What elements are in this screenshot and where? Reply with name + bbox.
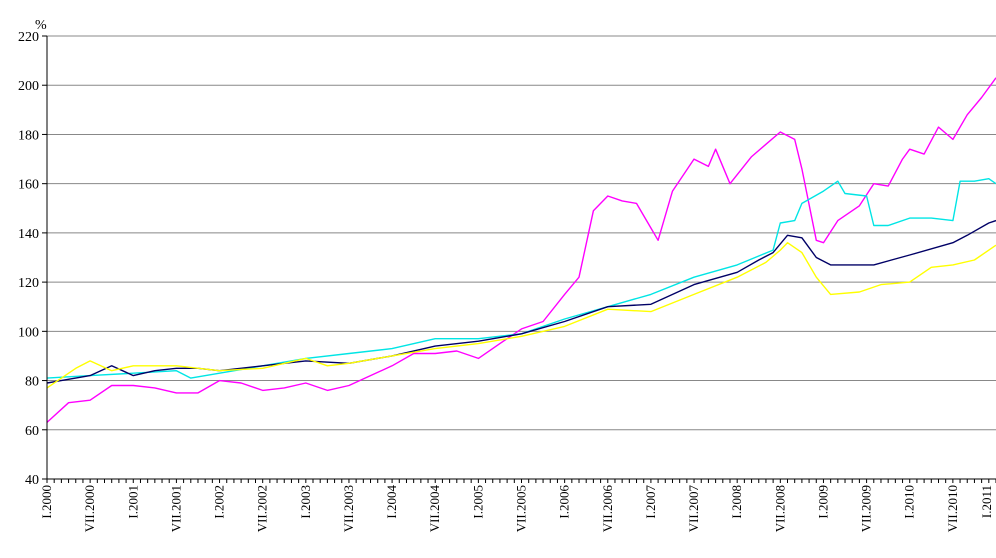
y-tick-label: 60 (25, 424, 39, 439)
series-line (46, 242, 996, 389)
x-tick-label: VII.2004 (427, 485, 442, 533)
series-line (46, 77, 996, 423)
y-tick-label: 80 (25, 375, 39, 390)
y-axis-unit-label: % (35, 18, 47, 33)
y-tick-label: 160 (18, 178, 39, 193)
x-tick-label: VII.2006 (600, 485, 615, 533)
y-tick-label: 200 (18, 79, 39, 94)
x-tick-label: VII.2009 (859, 485, 874, 532)
x-tick-label: VII.2001 (168, 485, 183, 532)
x-tick-label: I.2009 (815, 485, 830, 519)
x-tick-label: VII.2002 (255, 485, 270, 532)
x-tick-label: VII.2010 (945, 485, 960, 532)
y-tick-label: 40 (25, 473, 39, 488)
x-tick-label: VII.2008 (772, 485, 787, 532)
x-tick-label: VII.2003 (341, 485, 356, 532)
y-tick-label: 220 (18, 30, 39, 45)
x-tick-label: I.2007 (643, 485, 658, 519)
y-tick-label: 180 (18, 128, 39, 143)
series-line (46, 219, 996, 384)
x-tick-label: I.2004 (384, 485, 399, 519)
y-tick-label: 120 (18, 276, 39, 291)
x-tick-label: VII.2007 (686, 485, 701, 533)
y-tick-label: 100 (18, 325, 39, 340)
y-tick-label: 140 (18, 227, 39, 242)
x-tick-label: I.2000 (39, 485, 54, 519)
x-tick-label: I.2006 (557, 485, 572, 519)
x-tick-label: I.2010 (902, 485, 917, 519)
x-tick-label: I.2001 (125, 485, 140, 519)
x-tick-label: I.2002 (212, 485, 227, 519)
x-tick-label: I.2008 (729, 485, 744, 519)
x-tick-label: I.2005 (470, 485, 485, 519)
series-line (46, 178, 996, 379)
series-lines (46, 77, 996, 423)
x-tick-label: VII.2000 (82, 485, 97, 532)
x-tick-label: VII.2005 (514, 485, 529, 532)
x-axis-ticks: I.2000 VII.2000 I.2001 VII.2001 I.2002 VII.20… (39, 479, 996, 532)
y-axis-ticks: 40 60 80 100 120 140 160 180 200 220 (18, 30, 47, 488)
x-tick-label: I.2011 (979, 485, 994, 518)
x-tick-label: I.2003 (298, 485, 313, 519)
gridlines (47, 35, 996, 431)
